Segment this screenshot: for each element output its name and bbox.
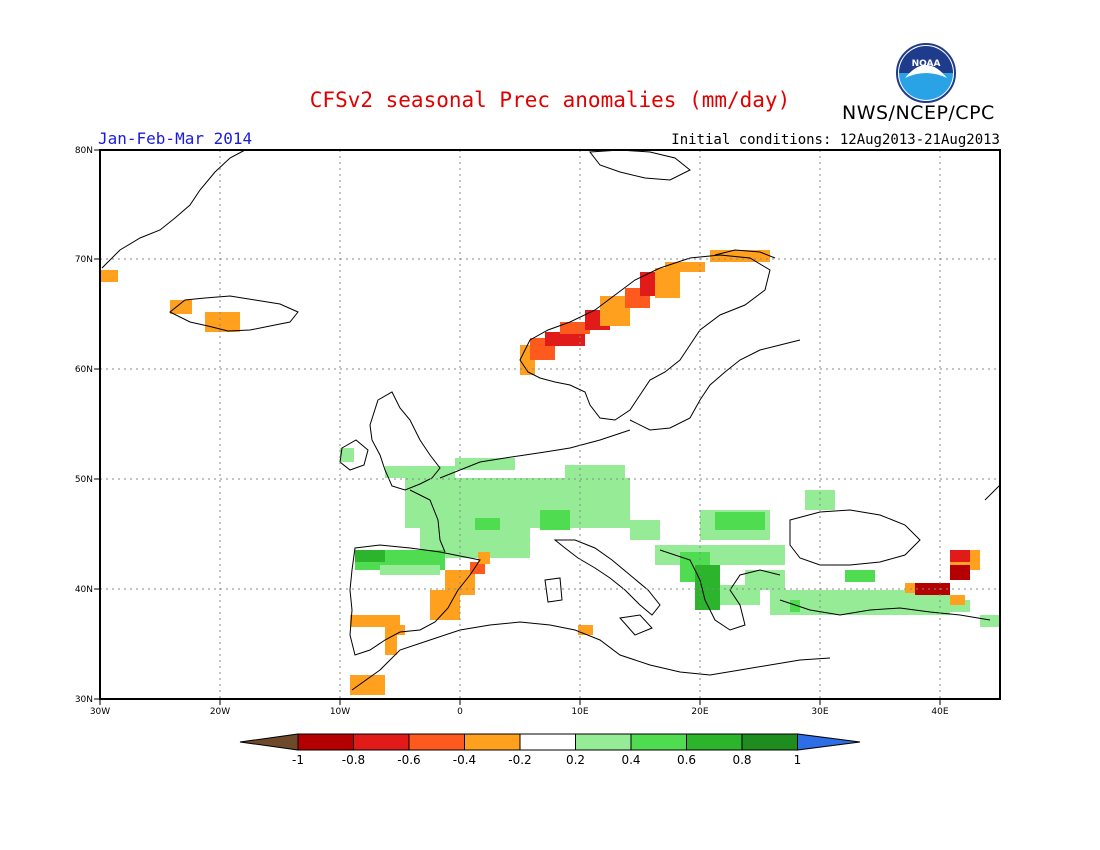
lat-tick-label: 60N	[75, 365, 93, 375]
anomaly-cell	[470, 562, 485, 574]
lat-tick-label: 40N	[75, 585, 93, 595]
anomaly-cell	[385, 630, 397, 655]
anomaly-cell	[100, 270, 118, 282]
anomaly-cell	[695, 565, 720, 610]
anomaly-cell	[710, 250, 770, 262]
anomaly-cell	[205, 312, 240, 332]
lon-tick-label: 20E	[691, 707, 708, 717]
anomaly-cell	[385, 466, 455, 478]
latitude-ticks: 30N 40N 50N 60N 70N 80N	[75, 146, 100, 705]
map-frame	[99, 149, 1001, 700]
anomaly-cell	[845, 570, 875, 582]
colorbar-label: -0.4	[453, 753, 476, 767]
lon-tick-label: 30W	[90, 707, 110, 717]
colorbar-low-arrow	[239, 733, 299, 751]
anomaly-cell	[455, 458, 515, 470]
anomaly-cell	[950, 550, 970, 562]
colorbar-label: 0.6	[677, 753, 696, 767]
lon-tick-label: 20W	[210, 707, 230, 717]
chart-title: CFSv2 seasonal Prec anomalies (mm/day)	[309, 88, 791, 112]
lon-tick-label: 10E	[571, 707, 588, 717]
lat-tick-label: 70N	[75, 255, 93, 265]
lon-tick-label: 30E	[811, 707, 828, 717]
colorbar-swatch	[464, 733, 521, 751]
colorbar-swatch	[519, 733, 576, 751]
colorbar-swatch	[686, 733, 743, 751]
colorbar-high-arrow	[797, 733, 861, 751]
anomaly-cell	[578, 625, 593, 635]
anomaly-cell	[950, 565, 970, 580]
anomaly-cell	[340, 448, 354, 462]
colorbar-label: 0.2	[566, 753, 585, 767]
lat-tick-label: 30N	[75, 695, 93, 705]
colorbar-swatch	[575, 733, 632, 751]
colorbar-swatch	[297, 733, 354, 751]
anomaly-cell	[380, 565, 440, 575]
anomaly-cell	[475, 518, 500, 530]
agency-label: NWS/NCEP/CPC	[842, 102, 995, 124]
lon-tick-label: 40E	[931, 707, 948, 717]
logo-text: NOAA	[912, 59, 941, 69]
anomaly-cell	[950, 595, 965, 605]
anomaly-cell	[545, 332, 585, 346]
colorbar-label: 1	[794, 753, 802, 767]
colorbar-swatch	[408, 733, 465, 751]
anomaly-cell	[715, 512, 765, 530]
anomaly-cell	[665, 262, 705, 272]
anomaly-cell	[915, 583, 950, 595]
noaa-logo-icon: NOAA	[896, 43, 956, 103]
anomaly-cell	[170, 300, 192, 314]
colorbar-swatch	[741, 733, 798, 751]
anomaly-cell	[655, 268, 680, 298]
colorbar-label: -0.6	[397, 753, 420, 767]
lat-tick-label: 50N	[75, 475, 93, 485]
anomaly-cell	[478, 552, 490, 564]
anomaly-cell	[405, 478, 630, 528]
colorbar-swatch	[353, 733, 410, 751]
anomaly-cell	[630, 520, 660, 540]
lat-tick-label: 80N	[75, 146, 93, 156]
lon-tick-label: 0	[457, 707, 463, 717]
initial-conditions: Initial conditions: 12Aug2013-21Aug2013	[671, 132, 1000, 148]
anomaly-cell	[720, 585, 760, 605]
anomaly-cell	[980, 615, 1000, 627]
anomaly-cell	[370, 685, 385, 695]
colorbar-label: 0.4	[621, 753, 640, 767]
colorbar-label: -0.8	[342, 753, 365, 767]
anomaly-cell	[905, 583, 915, 593]
longitude-ticks: 30W 20W 10W 0 10E 20E 30E 40E	[90, 699, 949, 717]
lon-tick-label: 10W	[330, 707, 350, 717]
colorbar-swatch	[630, 733, 687, 751]
colorbar-label: -0.2	[508, 753, 531, 767]
colorbar-label: 0.8	[732, 753, 751, 767]
forecast-period: Jan-Feb-Mar 2014	[98, 129, 253, 148]
anomaly-cell	[350, 615, 400, 627]
colorbar: -1 -0.8 -0.6 -0.4 -0.2 0.2 0.4 0.6 0.8 1	[239, 733, 861, 767]
anomaly-cells	[100, 250, 1000, 695]
anomaly-cell	[565, 465, 625, 479]
anomaly-cell	[560, 322, 590, 334]
colorbar-label: -1	[292, 753, 304, 767]
anomaly-cell	[355, 550, 385, 562]
graticule	[100, 150, 1000, 699]
anomaly-cell	[540, 510, 570, 530]
